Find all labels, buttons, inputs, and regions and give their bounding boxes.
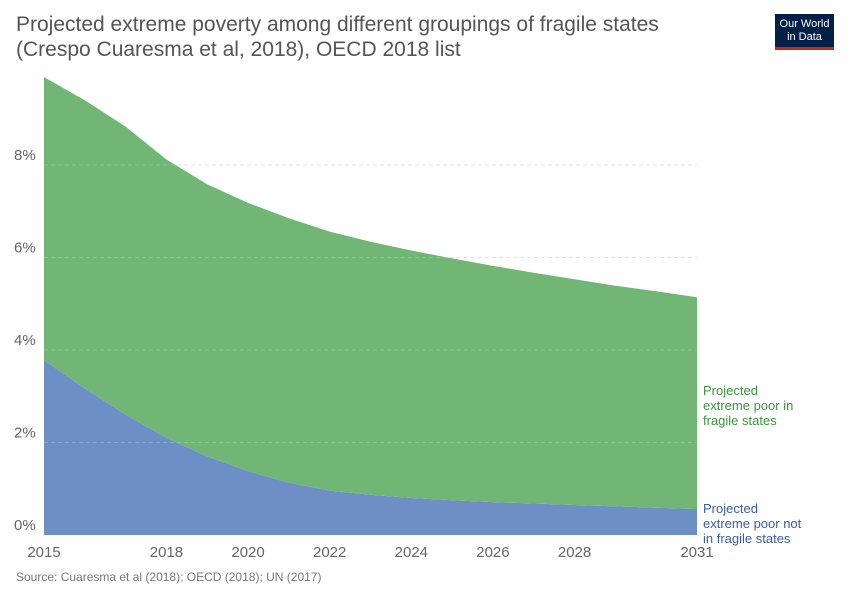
- x-tick-label: 2026: [476, 544, 509, 561]
- x-tick-label: 2018: [150, 544, 183, 561]
- x-tick-label: 2015: [27, 544, 60, 561]
- area-series-1: [44, 360, 697, 535]
- y-tick-label: 4%: [14, 332, 36, 349]
- source-note[interactable]: Source: Cuaresma et al (2018); OECD (201…: [16, 570, 322, 584]
- y-tick-label: 6%: [14, 240, 36, 257]
- area-series-2: [44, 77, 697, 510]
- x-tick-label: 2022: [313, 544, 346, 561]
- series-label-line: in fragile states: [703, 531, 791, 546]
- y-tick-label: 2%: [14, 425, 36, 442]
- series-label-line: Projected: [703, 383, 758, 398]
- series-label-2: Projected extreme poor in fragile states: [703, 383, 793, 428]
- series-label-1: Projected extreme poor not in fragile stat…: [703, 501, 802, 546]
- x-tick-label: 2028: [558, 544, 591, 561]
- chart-title: Projected extreme poverty among differen…: [16, 13, 659, 61]
- x-tick-label: 2031: [680, 544, 713, 561]
- x-tick-label: 2020: [231, 544, 264, 561]
- series-label-line: fragile states: [703, 413, 777, 428]
- y-tick-label: 0%: [14, 517, 36, 534]
- logo-line-2: in Data: [787, 31, 822, 43]
- series-label-line: extreme poor not: [703, 516, 802, 531]
- series-label-line: extreme poor in: [703, 398, 793, 413]
- series-label-line: Projected: [703, 501, 758, 516]
- y-tick-label: 8%: [14, 147, 36, 164]
- logo-line-1: Our World: [779, 18, 830, 30]
- owid-logo[interactable]: Our World in Data: [775, 14, 834, 50]
- x-tick-label: 2024: [395, 544, 428, 561]
